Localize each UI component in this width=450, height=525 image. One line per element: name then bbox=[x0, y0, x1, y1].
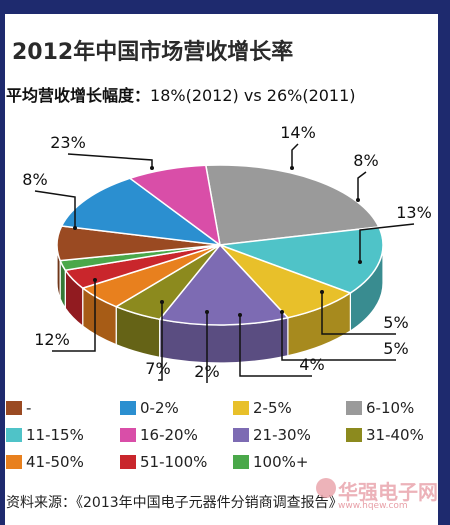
legend-swatch bbox=[346, 428, 362, 442]
legend-label: 31-40% bbox=[366, 426, 424, 444]
leader-line bbox=[67, 153, 153, 168]
leader-dot bbox=[280, 310, 284, 314]
legend-item: 0-2% bbox=[120, 399, 179, 417]
leader-dot bbox=[320, 290, 324, 294]
legend-item: 51-100% bbox=[120, 453, 207, 471]
pie-slice-11-15% bbox=[219, 226, 384, 294]
legend-item: 21-30% bbox=[233, 426, 311, 444]
source-note: 资料来源：《2013年中国电子元器件分销商调查报告》 bbox=[6, 495, 343, 511]
leader-dot bbox=[205, 310, 209, 314]
chart-subtitle: 平均营收增长幅度：18%(2012) vs 26%(2011) bbox=[6, 82, 356, 106]
chart-title: 2012年中国市场营收增长率 bbox=[12, 40, 294, 65]
leader-dot bbox=[238, 313, 242, 317]
pie-slice-0-2% bbox=[60, 177, 223, 247]
legend-label: 21-30% bbox=[253, 426, 311, 444]
data-label: 23% bbox=[50, 133, 86, 152]
leader-dot bbox=[356, 198, 360, 202]
data-label: 8% bbox=[22, 170, 47, 189]
data-label: 2% bbox=[194, 362, 219, 381]
leader-line bbox=[281, 312, 396, 361]
legend-swatch bbox=[6, 401, 22, 415]
legend-label: 41-50% bbox=[26, 453, 84, 471]
data-label: 5% bbox=[383, 313, 408, 332]
leader-line bbox=[321, 292, 396, 335]
data-label: 5% bbox=[383, 339, 408, 358]
data-label: 7% bbox=[145, 359, 170, 378]
legend-item: 11-15% bbox=[6, 426, 84, 444]
legend-item: 41-50% bbox=[6, 453, 84, 471]
legend-label: 2-5% bbox=[253, 399, 292, 417]
legend-swatch bbox=[346, 401, 362, 415]
leader-dot bbox=[290, 166, 294, 170]
data-label: 14% bbox=[280, 123, 316, 142]
legend-label: 51-100% bbox=[140, 453, 208, 471]
legend-label: 6-10% bbox=[366, 399, 415, 417]
legend-swatch bbox=[120, 428, 136, 442]
leader-dot bbox=[73, 226, 77, 230]
watermark-url: www.hqew.com bbox=[338, 501, 408, 511]
legend-item: 6-10% bbox=[346, 399, 414, 417]
leader-line bbox=[357, 171, 367, 200]
data-label: 8% bbox=[353, 151, 378, 170]
legend-label: 16-20% bbox=[140, 426, 198, 444]
pie-chart: 23% 14% 8% 13% 5% 5% 4% 2% 7% 12% 8% bbox=[22, 123, 432, 383]
legend-label: 0-2% bbox=[140, 399, 179, 417]
leader-line bbox=[239, 315, 312, 377]
legend-swatch bbox=[6, 455, 22, 469]
legend-item: 31-40% bbox=[346, 426, 424, 444]
legend-swatch bbox=[120, 401, 136, 415]
leader-line bbox=[34, 190, 76, 228]
watermark-logo-icon bbox=[316, 478, 336, 498]
data-label: 4% bbox=[299, 355, 324, 374]
legend-label: 100%+ bbox=[253, 453, 309, 471]
leader-line bbox=[158, 302, 163, 381]
frame-top bbox=[0, 0, 450, 14]
leader-dot bbox=[358, 260, 362, 264]
pie-slice-21-30% bbox=[158, 243, 290, 326]
legend-swatch bbox=[233, 428, 249, 442]
subtitle-label: 平均营收增长幅度： bbox=[6, 86, 151, 105]
legend-swatch bbox=[120, 455, 136, 469]
pie-slice-6-10% bbox=[204, 164, 380, 246]
legend-item: 2-5% bbox=[233, 399, 292, 417]
legend-label: 11-15% bbox=[26, 426, 84, 444]
legend-swatch bbox=[6, 428, 22, 442]
legend-item: 100%+ bbox=[233, 453, 308, 471]
leader-dot bbox=[93, 278, 97, 282]
leader-dot bbox=[160, 300, 164, 304]
legend-item: - bbox=[6, 399, 31, 417]
legend-item: 16-20% bbox=[120, 426, 198, 444]
data-label: 13% bbox=[396, 203, 432, 222]
leader-line bbox=[359, 223, 415, 262]
chart-legend: - 0-2% 2-5% 6-10% 11-15% 16-20% 21-30% 31-40% 41… bbox=[0, 395, 445, 475]
pie-slice-16-20% bbox=[128, 164, 222, 247]
frame-left bbox=[0, 0, 5, 525]
leader-line bbox=[291, 143, 299, 168]
subtitle-value: 18%(2012) vs 26%(2011) bbox=[150, 86, 356, 105]
legend-swatch bbox=[233, 455, 249, 469]
watermark-text: 华强电子网 bbox=[338, 480, 438, 504]
frame-right bbox=[438, 0, 450, 525]
leader-dot bbox=[150, 166, 154, 170]
legend-swatch bbox=[233, 401, 249, 415]
leader-line bbox=[52, 280, 96, 352]
legend-label: - bbox=[26, 399, 32, 417]
data-label: 12% bbox=[34, 330, 70, 349]
